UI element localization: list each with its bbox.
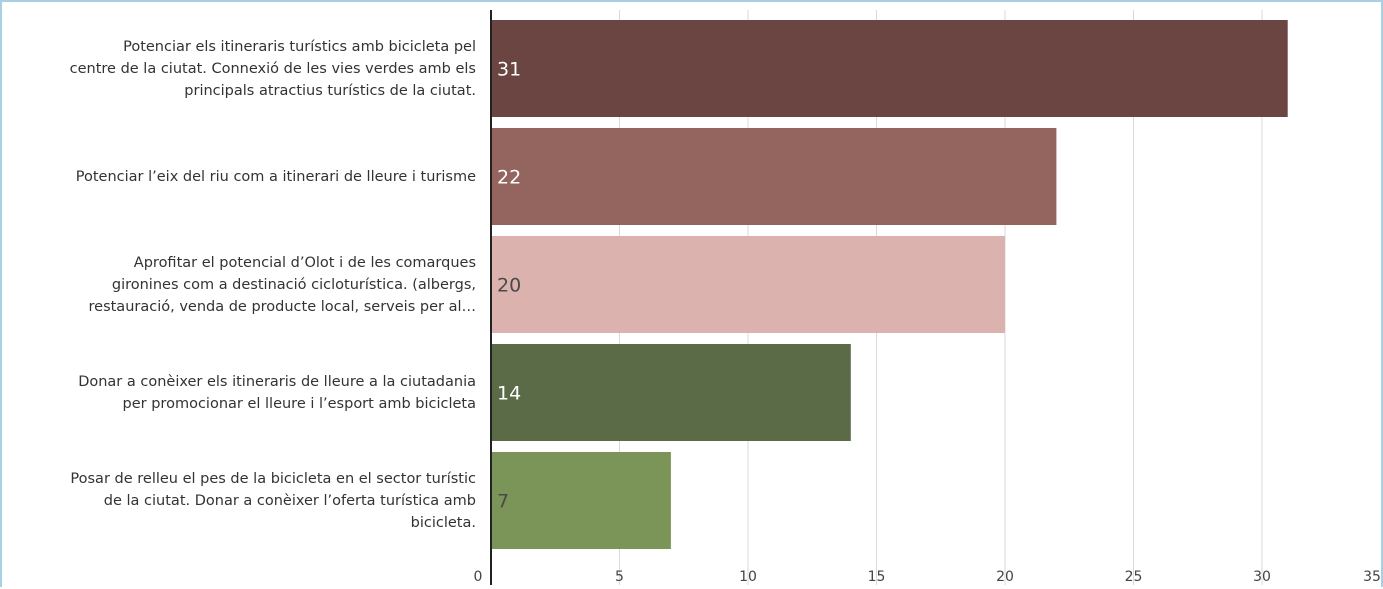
category-label: Donar a conèixer els itineraris de lleur…: [6, 344, 476, 441]
category-label: Aprofitar el potencial d’Olot i de les c…: [6, 236, 477, 333]
category-label-line: Potenciar els itineraris turístics amb b…: [123, 38, 476, 55]
x-tick-label: 15: [867, 569, 886, 585]
bar: [492, 452, 671, 549]
category-label-line: Aprofitar el potencial d’Olot i de les c…: [133, 254, 476, 271]
x-tick-label: 25: [1124, 569, 1143, 585]
category-label: Potenciar l’eix del riu com a itinerari …: [6, 128, 476, 225]
bar-data-label: 7: [497, 491, 509, 513]
category-label-line: bicicleta.: [410, 514, 476, 531]
bar: [492, 128, 1057, 225]
category-label-line: de la ciutat. Donar a conèixer l’oferta …: [103, 492, 476, 509]
bar-data-labels: 31 22 20 14 7: [497, 59, 521, 513]
bar-data-label: 14: [497, 383, 521, 405]
bar: [492, 20, 1288, 117]
category-label-line: Donar a conèixer els itineraris de lleur…: [78, 373, 476, 390]
category-label-line: principals atractius turístics de la ciu…: [184, 82, 476, 99]
bars: [492, 20, 1288, 549]
category-label-line: per promocionar el lleure i l’esport amb…: [122, 395, 476, 412]
category-label-line: Potenciar l’eix del riu com a itinerari …: [75, 168, 476, 185]
x-tick-label: 10: [739, 569, 757, 585]
x-tick-label: 20: [996, 569, 1014, 585]
category-label-line: gironines com a destinació cicloturístic…: [111, 276, 476, 293]
category-label-line: restauració, venda de producte local, se…: [88, 298, 477, 315]
bar-data-label: 31: [497, 59, 521, 81]
category-label-line: centre de la ciutat. Connexió de les vie…: [69, 60, 476, 77]
x-tick-label: 30: [1253, 569, 1271, 585]
x-tick-label: 5: [615, 569, 624, 585]
bar: [492, 236, 1005, 333]
bar-data-label: 20: [497, 275, 521, 297]
bar-data-label: 22: [497, 167, 521, 189]
x-tick-label: 0: [473, 569, 483, 585]
category-label-line: Posar de relleu el pes de la bicicleta e…: [70, 470, 476, 487]
category-label: Posar de relleu el pes de la bicicleta e…: [6, 452, 476, 549]
x-tick-label: 35: [1363, 569, 1381, 585]
bar: [492, 344, 851, 441]
category-label: Potenciar els itineraris turístics amb b…: [6, 20, 476, 117]
